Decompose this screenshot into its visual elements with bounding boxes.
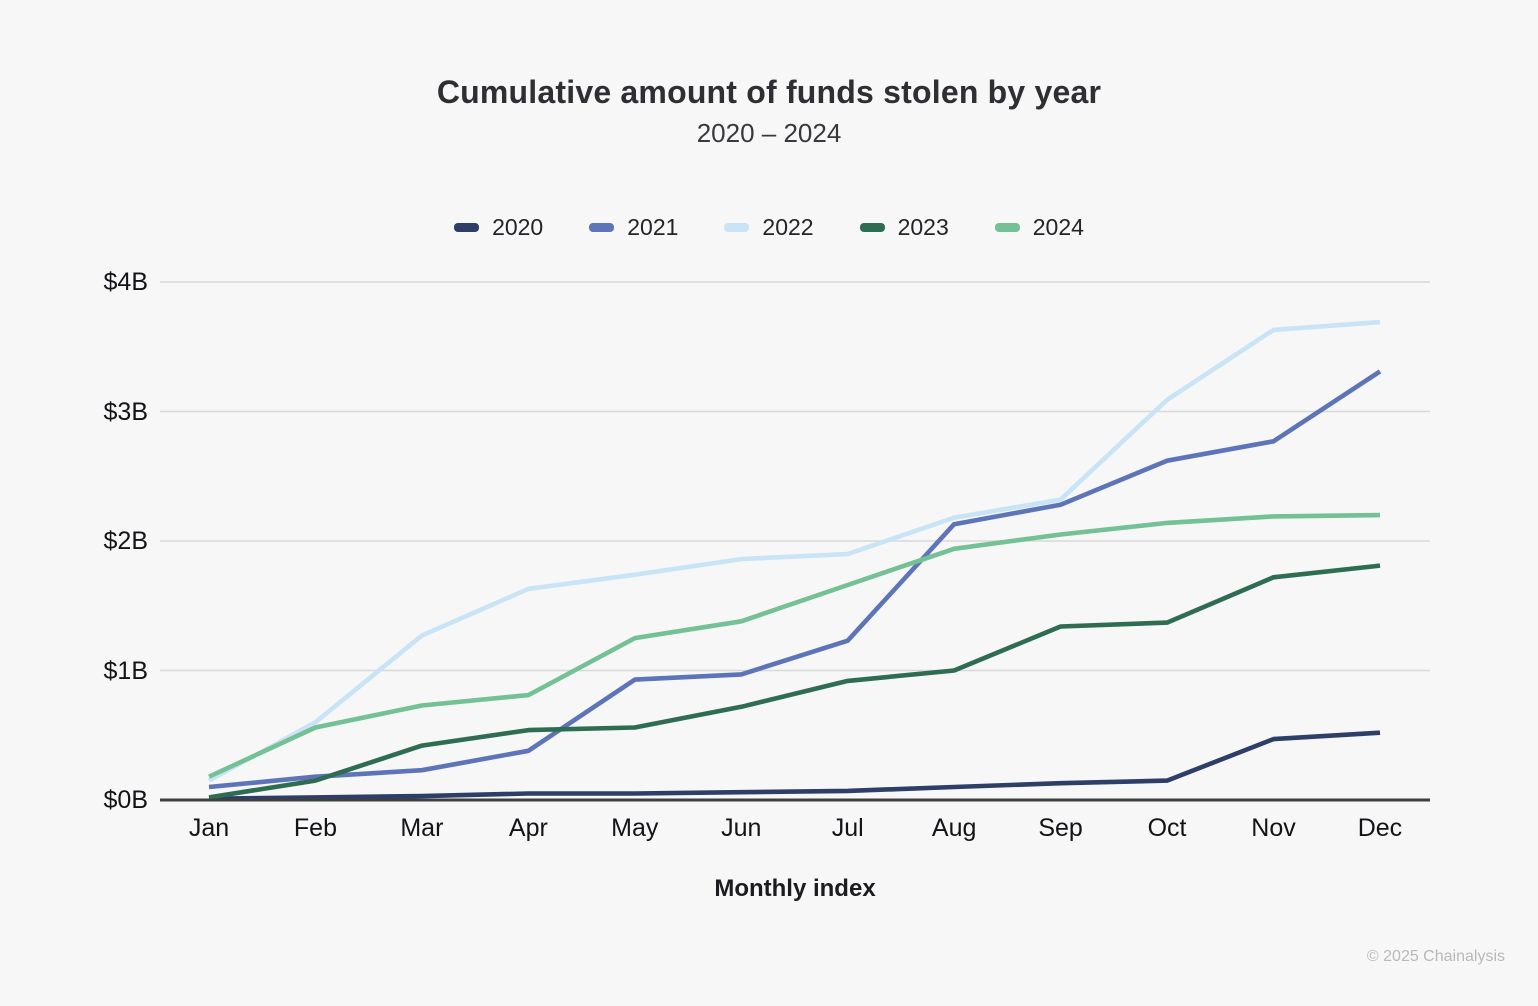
- legend-label: 2022: [762, 214, 814, 240]
- series-line-2023: [208, 563, 1381, 800]
- y-tick-label: $4B: [103, 268, 148, 296]
- legend: 2020 2021 2022 2023 2024: [0, 214, 1538, 241]
- x-tick-label-sep: Sep: [1038, 814, 1083, 842]
- legend-swatch-icon: [454, 223, 480, 232]
- chart-title: Cumulative amount of funds stolen by yea…: [436, 74, 1102, 110]
- x-tick-label-jun: Jun: [721, 814, 762, 842]
- copyright: © 2025 Chainalysis: [1366, 948, 1505, 965]
- series-line-2021: [208, 369, 1382, 790]
- series-line-2022: [207, 319, 1381, 783]
- legend-item-2021: 2021: [589, 214, 678, 241]
- legend-item-2024: 2024: [994, 214, 1084, 241]
- legend-swatch-icon: [859, 223, 885, 232]
- legend-swatch-icon: [589, 223, 615, 232]
- x-tick-label-may: May: [611, 814, 659, 842]
- legend-swatch-icon: [724, 223, 750, 232]
- legend-label: 2024: [1032, 214, 1084, 240]
- legend-item-2022: 2022: [724, 214, 814, 241]
- legend-label: 2020: [492, 214, 544, 240]
- legend-item-2020: 2020: [454, 214, 543, 241]
- x-tick-label-dec: Dec: [1357, 814, 1403, 842]
- x-tick-label-aug: Aug: [931, 814, 977, 842]
- legend-label: 2021: [627, 214, 679, 240]
- series-line-2020: [208, 730, 1381, 801]
- y-tick-label: $3B: [103, 397, 148, 426]
- x-tick-label-jan: Jan: [188, 814, 230, 842]
- x-tick-label-jul: Jul: [831, 814, 864, 842]
- x-tick-label-apr: Apr: [508, 814, 548, 842]
- y-tick-label: $2B: [103, 527, 148, 555]
- x-tick-label-oct: Oct: [1147, 814, 1187, 842]
- x-tick-label-feb: Feb: [293, 814, 337, 842]
- x-tick-label-nov: Nov: [1251, 814, 1296, 842]
- legend-label: 2023: [897, 214, 949, 240]
- y-tick-label: $1B: [103, 656, 148, 685]
- legend-item-2023: 2023: [859, 214, 949, 241]
- legend-swatch-icon: [994, 223, 1020, 232]
- chart-subtitle: 2020 – 2024: [696, 118, 842, 148]
- series-line-2024: [208, 512, 1381, 779]
- y-tick-label: $0B: [103, 786, 148, 814]
- x-tick-label-mar: Mar: [400, 814, 444, 842]
- x-axis-title: Monthly index: [714, 875, 876, 902]
